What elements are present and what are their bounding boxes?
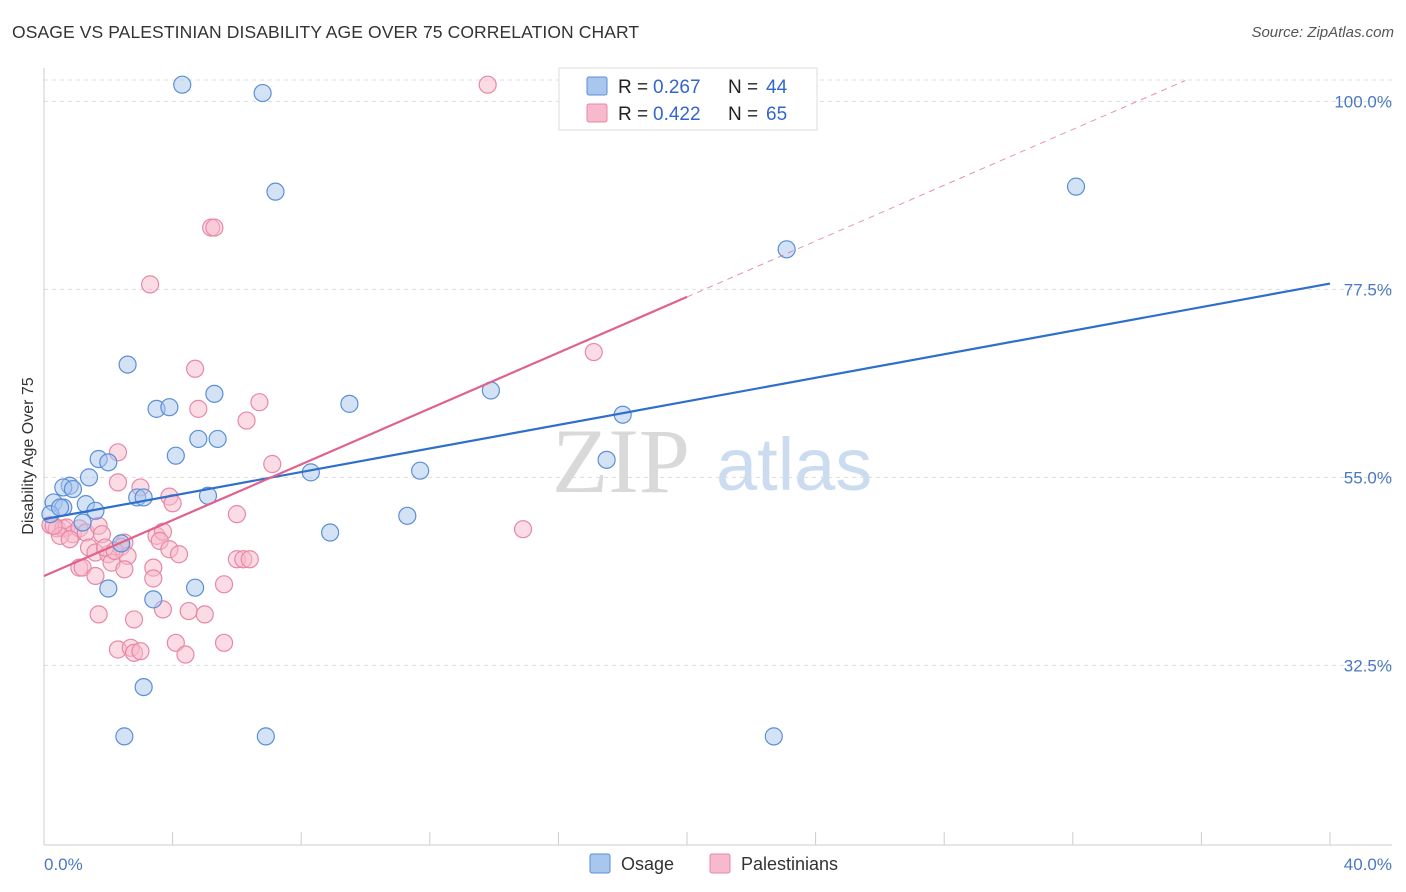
osage-point xyxy=(253,83,272,103)
bottom-legend: Osage Palestinians xyxy=(589,853,838,874)
chart-title: OSAGE VS PALESTINIAN DISABILITY AGE OVER… xyxy=(12,22,640,42)
osage-point xyxy=(63,479,83,499)
osage-point xyxy=(208,429,227,449)
legend-swatch-palestinians xyxy=(586,103,608,123)
palestinians-point xyxy=(169,545,189,564)
y-axis-label: Disability Age Over 75 xyxy=(20,377,37,535)
source-label: Source: ZipAtlas.com xyxy=(1251,24,1394,41)
osage-point xyxy=(398,506,417,525)
bottom-legend-swatch-osage xyxy=(589,853,611,874)
palestinians-point xyxy=(131,642,150,661)
palestinians-point xyxy=(478,75,497,94)
y-tick-label: 100.0% xyxy=(1334,92,1392,111)
osage-point xyxy=(256,727,275,746)
osage-point xyxy=(144,590,163,609)
watermark-atlas: atlas xyxy=(716,423,872,506)
palestinians-point xyxy=(176,645,195,664)
palestinians-point xyxy=(108,473,128,492)
osage-point xyxy=(186,578,205,597)
palestinians-point xyxy=(205,218,224,237)
palestinians-point xyxy=(179,601,198,621)
palestinians-point xyxy=(584,342,603,362)
palestinians-point xyxy=(214,575,234,594)
watermark-zip: ZIP xyxy=(552,410,690,512)
osage-point xyxy=(134,677,153,697)
osage-point xyxy=(597,450,616,469)
gridlines xyxy=(44,79,1392,666)
legend: R = 0.267 N = 44 R = 0.422 N = 65 xyxy=(558,67,818,131)
palestinians-point xyxy=(140,275,160,294)
osage-point xyxy=(1066,177,1086,196)
osage-point xyxy=(321,523,340,542)
osage-point xyxy=(166,446,185,465)
osage-point xyxy=(266,182,285,201)
legend-swatch-osage xyxy=(586,76,608,96)
osage-point xyxy=(764,727,783,746)
osage-point xyxy=(173,75,192,94)
trend-lines xyxy=(43,80,1331,577)
legend-r-label-osage: R = xyxy=(618,77,648,98)
palestinians-point xyxy=(237,411,256,430)
legend-r-value-palestinians: 0.422 xyxy=(653,104,701,125)
osage-trend-line xyxy=(43,282,1331,521)
osage-point xyxy=(79,468,99,487)
osage-point xyxy=(205,384,224,403)
osage-point xyxy=(73,513,92,532)
bottom-legend-label-palestinians: Palestinians xyxy=(741,854,838,874)
y-tick-label: 55.0% xyxy=(1344,468,1392,487)
osage-point xyxy=(777,240,796,259)
x-ticks xyxy=(43,832,1331,845)
y-tick-label: 77.5% xyxy=(1344,280,1392,299)
osage-point xyxy=(99,579,118,598)
legend-n-label-osage: N = xyxy=(728,77,758,98)
palestinians-point xyxy=(115,560,134,579)
y-tick-label: 32.5% xyxy=(1344,656,1392,675)
legend-n-value-osage: 44 xyxy=(766,77,788,98)
osage-point xyxy=(160,398,179,417)
osage-point xyxy=(99,453,118,472)
palestinians-point xyxy=(189,399,208,418)
legend-r-value-osage: 0.267 xyxy=(653,77,701,98)
palestinians-point xyxy=(227,505,246,524)
palestinians-point xyxy=(144,569,163,588)
y-tick-labels: 32.5% 55.0% 77.5% 100.0% xyxy=(1334,92,1392,675)
palestinians-point xyxy=(89,605,108,624)
watermark: ZIP atlas xyxy=(552,410,872,512)
axes xyxy=(43,68,1392,846)
palestinians-point xyxy=(124,610,144,629)
palestinians-point xyxy=(513,520,533,539)
palestinians-point xyxy=(195,605,214,624)
palestinians-point xyxy=(166,633,185,652)
x-tick-label-min: 0.0% xyxy=(44,855,83,874)
x-tick-label-max: 40.0% xyxy=(1344,855,1392,874)
palestinians-trend-extension xyxy=(686,80,1186,298)
osage-point xyxy=(118,355,137,374)
osage-point xyxy=(50,498,70,517)
legend-n-label-palestinians: N = xyxy=(728,104,758,125)
bottom-legend-swatch-palestinians xyxy=(709,853,731,874)
palestinians-point xyxy=(250,393,269,412)
palestinians-point xyxy=(214,633,234,652)
osage-point xyxy=(115,727,134,746)
palestinians-point xyxy=(186,359,205,378)
palestinians-trend-line xyxy=(43,295,688,577)
osage-point xyxy=(189,429,208,449)
osage-point xyxy=(340,394,359,413)
legend-r-label-palestinians: R = xyxy=(618,104,648,125)
bottom-legend-label-osage: Osage xyxy=(621,854,674,874)
palestinians-point xyxy=(263,454,282,474)
palestinians-point xyxy=(240,550,259,569)
palestinians-point xyxy=(86,566,105,586)
palestinians-point xyxy=(60,530,79,549)
osage-point xyxy=(134,488,153,507)
legend-n-value-palestinians: 65 xyxy=(766,104,787,125)
osage-point xyxy=(411,461,430,480)
